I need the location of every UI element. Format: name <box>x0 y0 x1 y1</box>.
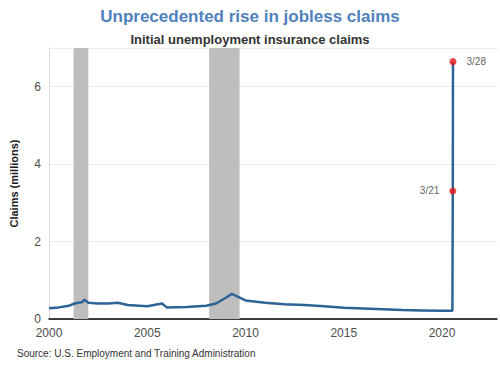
svg-text:Initial unemployment insurance: Initial unemployment insurance claims <box>130 32 369 47</box>
svg-text:3/21: 3/21 <box>420 185 440 196</box>
svg-text:2010: 2010 <box>232 326 259 340</box>
svg-text:Unprecedented rise in jobless: Unprecedented rise in jobless claims <box>100 7 400 26</box>
svg-text:6: 6 <box>34 80 41 94</box>
svg-text:4: 4 <box>34 157 41 171</box>
svg-text:3/28: 3/28 <box>466 56 486 67</box>
svg-text:Claims (millions): Claims (millions) <box>8 139 20 227</box>
svg-text:2020: 2020 <box>429 326 456 340</box>
svg-text:Source: U.S. Employment and Tr: Source: U.S. Employment and Training Adm… <box>17 348 255 359</box>
svg-text:2005: 2005 <box>134 326 161 340</box>
svg-text:2: 2 <box>34 235 41 249</box>
svg-text:2000: 2000 <box>36 326 63 340</box>
svg-text:2015: 2015 <box>330 326 357 340</box>
svg-text:0: 0 <box>34 312 41 326</box>
